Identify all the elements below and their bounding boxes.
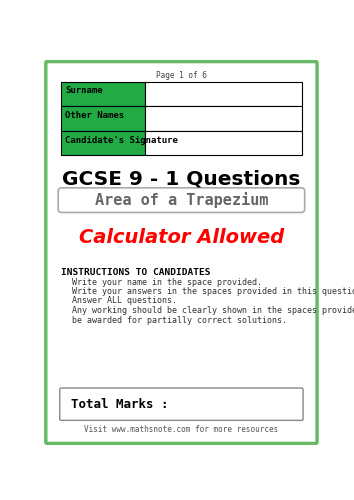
- Bar: [61, 106, 145, 131]
- FancyBboxPatch shape: [46, 62, 317, 444]
- Text: Visit www.mathsnote.com for more resources: Visit www.mathsnote.com for more resourc…: [84, 425, 279, 434]
- Bar: [145, 82, 302, 106]
- Text: Other Names: Other Names: [65, 111, 124, 120]
- Text: Surname: Surname: [65, 86, 103, 96]
- Bar: [145, 131, 302, 156]
- Text: Answer ALL questions.: Answer ALL questions.: [72, 296, 177, 306]
- Bar: [61, 82, 145, 106]
- FancyBboxPatch shape: [60, 388, 303, 420]
- Text: Page 1 of 6: Page 1 of 6: [156, 71, 207, 80]
- Text: GCSE 9 - 1 Questions: GCSE 9 - 1 Questions: [62, 170, 301, 188]
- Bar: [145, 106, 302, 131]
- Bar: [61, 131, 145, 156]
- Text: Calculator Allowed: Calculator Allowed: [79, 228, 284, 247]
- Text: Total Marks :: Total Marks :: [70, 398, 168, 410]
- Text: Any working should be clearly shown in the spaces provided since marks may
be aw: Any working should be clearly shown in t…: [72, 306, 354, 325]
- Text: Write your answers in the spaces provided in this question paper.: Write your answers in the spaces provide…: [72, 287, 354, 296]
- Text: Candidate's Signature: Candidate's Signature: [65, 136, 178, 144]
- Text: Write your name in the space provided.: Write your name in the space provided.: [72, 278, 262, 287]
- Text: Area of a Trapezium: Area of a Trapezium: [95, 192, 268, 208]
- FancyBboxPatch shape: [58, 188, 305, 212]
- Text: INSTRUCTIONS TO CANDIDATES: INSTRUCTIONS TO CANDIDATES: [61, 268, 211, 277]
